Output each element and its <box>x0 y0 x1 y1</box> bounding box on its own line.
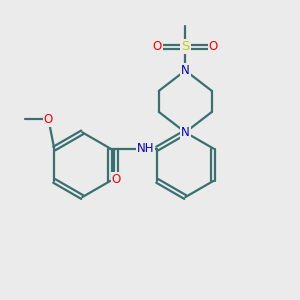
Text: N: N <box>181 126 190 139</box>
Text: N: N <box>181 64 190 77</box>
Text: O: O <box>209 40 218 53</box>
Text: S: S <box>181 40 190 53</box>
Text: NH: NH <box>137 142 154 155</box>
Text: O: O <box>112 173 121 186</box>
Text: O: O <box>153 40 162 53</box>
Text: O: O <box>44 112 53 126</box>
